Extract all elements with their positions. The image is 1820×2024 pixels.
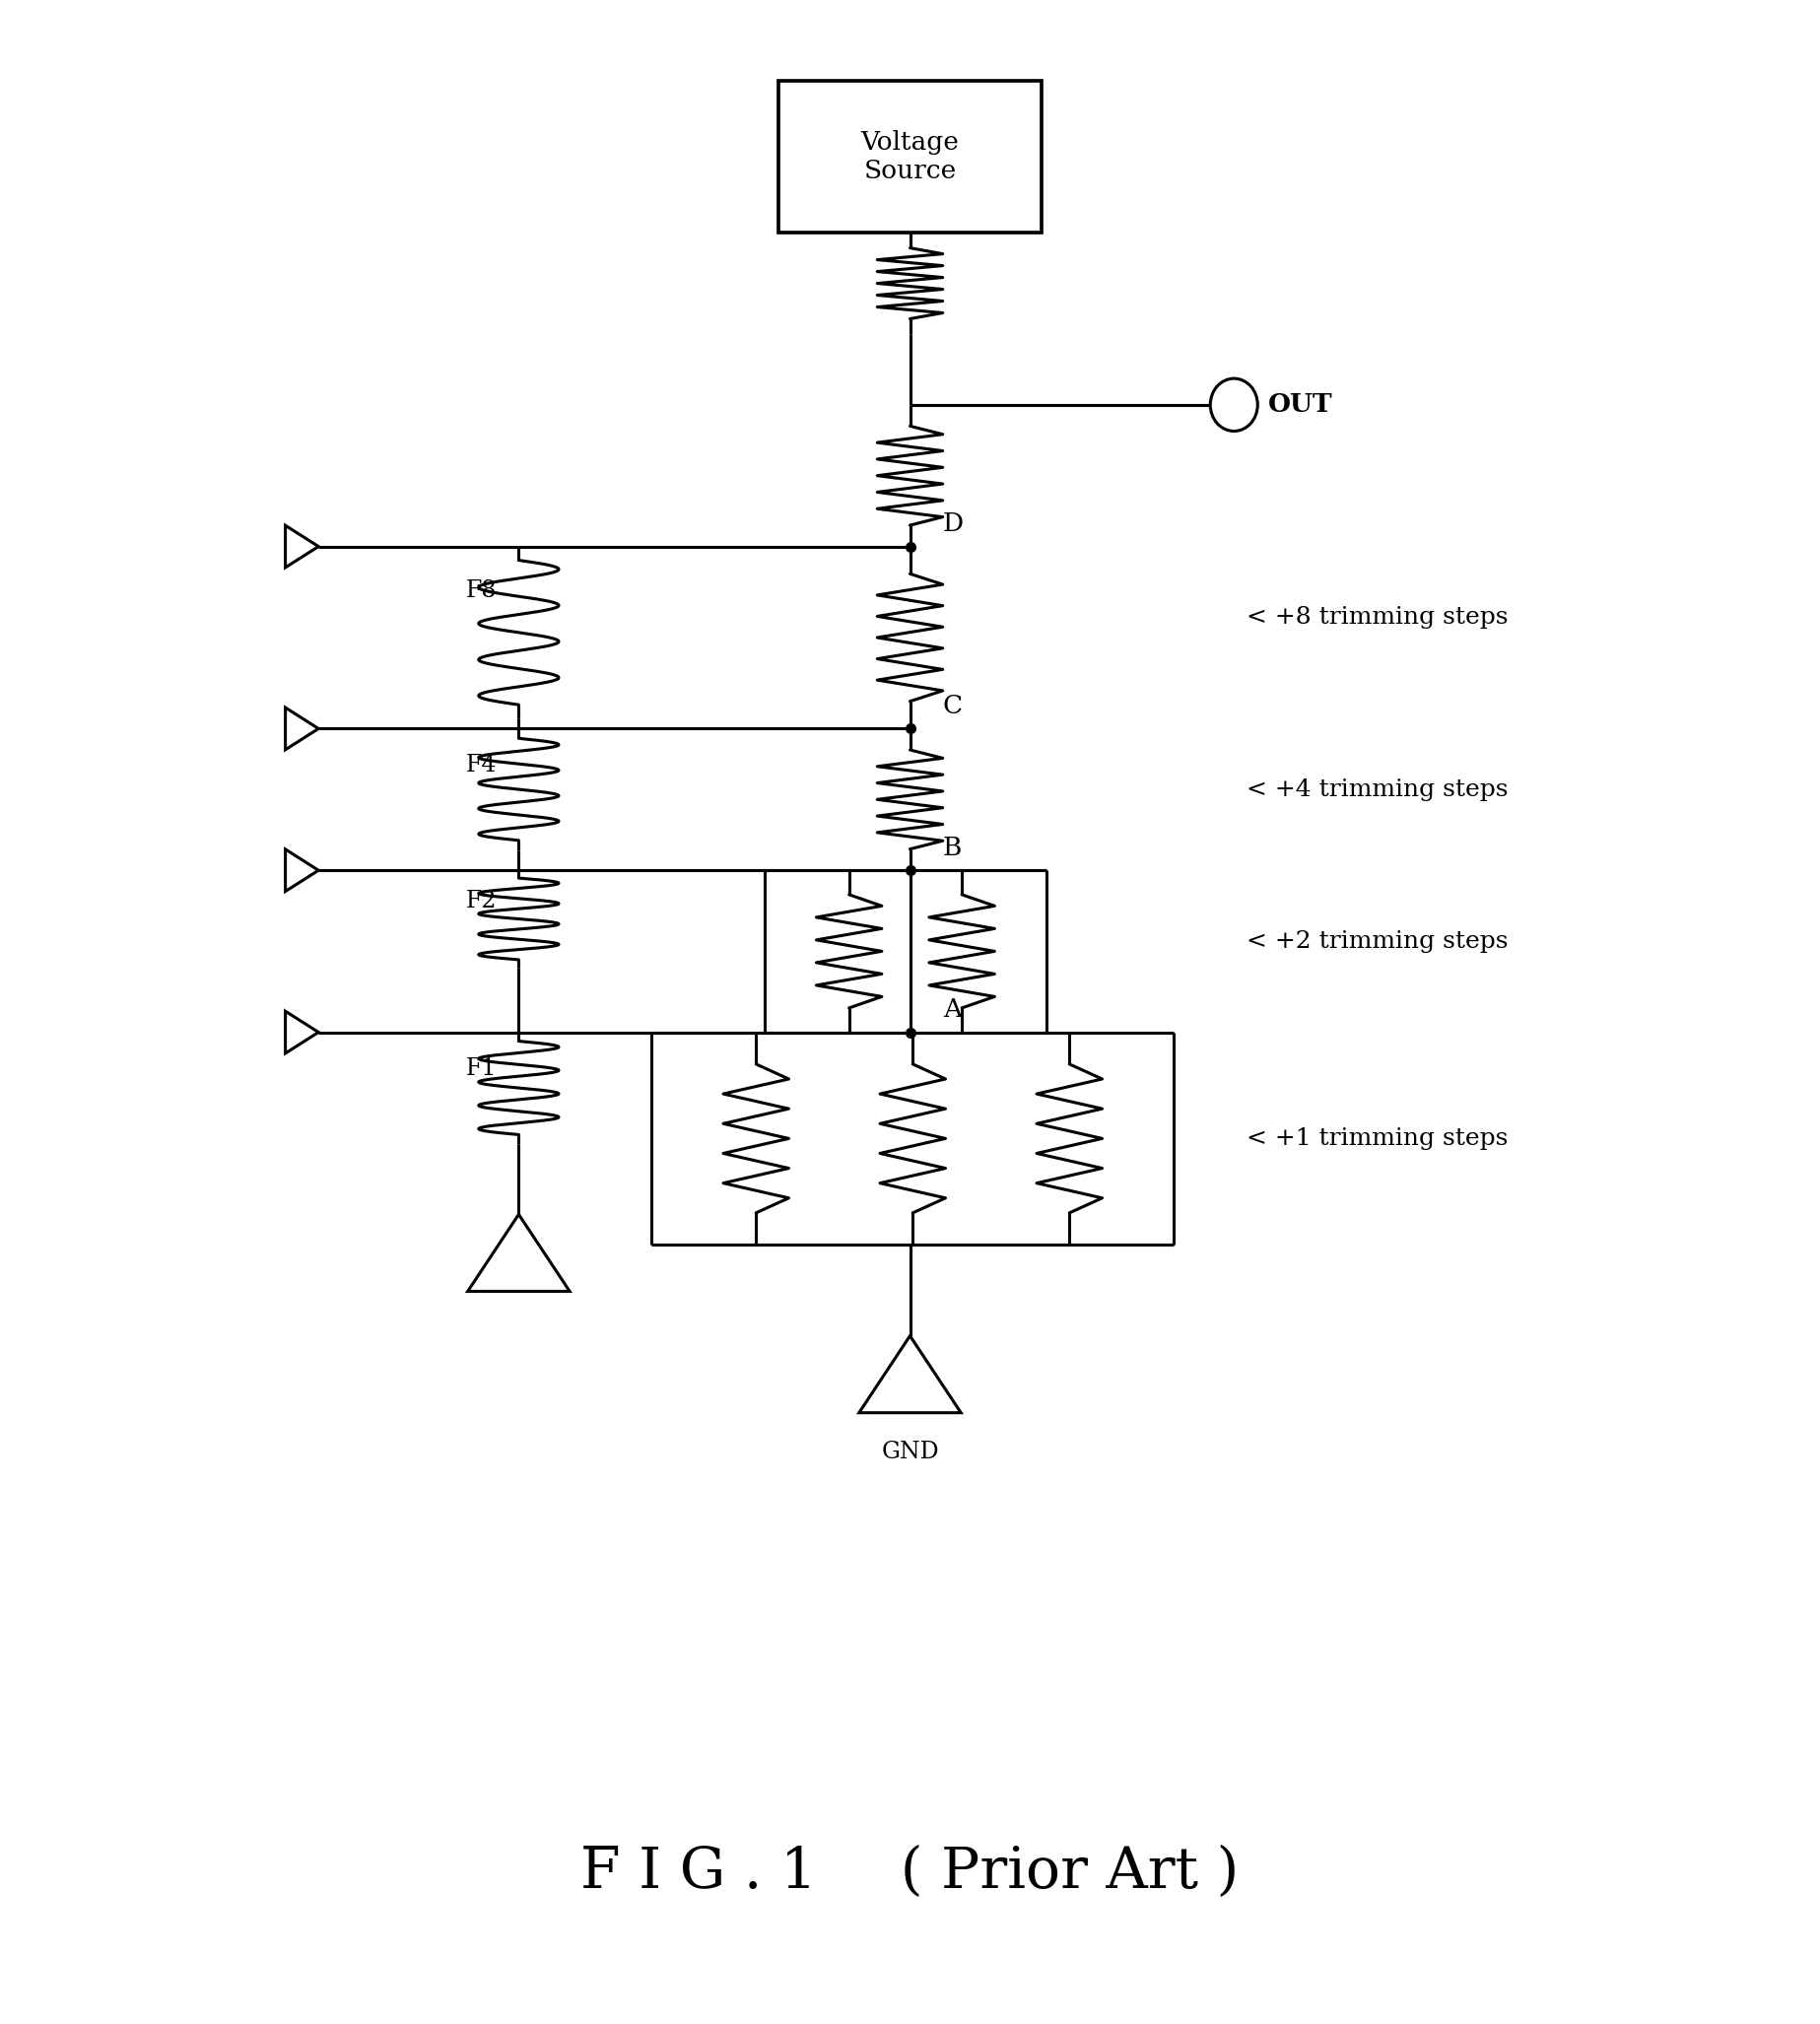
Text: F2: F2 <box>466 889 497 913</box>
Text: < +1 trimming steps: < +1 trimming steps <box>1247 1127 1509 1150</box>
Text: F1: F1 <box>466 1057 497 1081</box>
Text: D: D <box>943 512 963 536</box>
Text: OUT: OUT <box>1269 393 1334 417</box>
Text: < +2 trimming steps: < +2 trimming steps <box>1247 929 1509 953</box>
Text: < +4 trimming steps: < +4 trimming steps <box>1247 777 1509 802</box>
Text: B: B <box>943 836 961 860</box>
Text: C: C <box>943 694 963 719</box>
Text: GND: GND <box>881 1441 939 1463</box>
Text: F8: F8 <box>466 579 497 603</box>
Text: F I G . 1    ( Prior Art ): F I G . 1 ( Prior Art ) <box>581 1844 1239 1901</box>
Text: A: A <box>943 998 961 1022</box>
Text: F4: F4 <box>466 753 497 777</box>
Text: < +8 trimming steps: < +8 trimming steps <box>1247 605 1509 629</box>
FancyBboxPatch shape <box>779 81 1041 233</box>
Text: Voltage
Source: Voltage Source <box>861 130 959 184</box>
